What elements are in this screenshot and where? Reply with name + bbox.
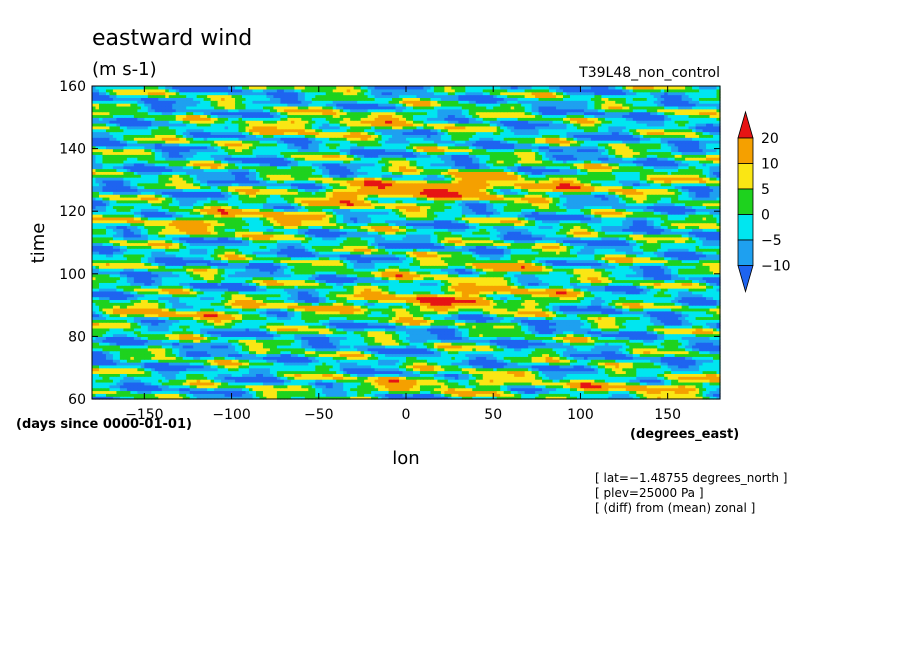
run-label: T39L48_non_control xyxy=(578,65,720,81)
chart-title: eastward wind xyxy=(92,26,252,51)
heatmap-field xyxy=(92,86,721,400)
chart-units: (m s-1) xyxy=(92,59,157,80)
